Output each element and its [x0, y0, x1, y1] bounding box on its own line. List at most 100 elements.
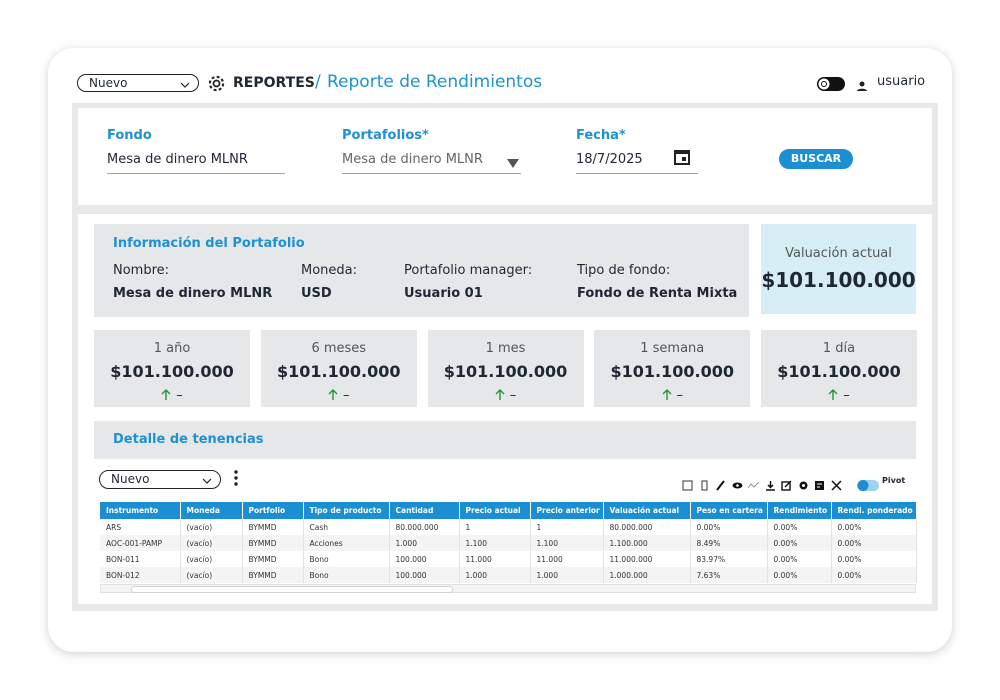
grid-view-select[interactable]: Nuevo: [99, 470, 221, 489]
table-cell: BYMMD: [242, 535, 304, 551]
toolbar-icon[interactable]: [814, 476, 825, 495]
chevron: [202, 474, 212, 490]
toolbar-icon[interactable]: [699, 476, 710, 495]
column-header[interactable]: Precio anterior: [530, 502, 604, 519]
filter-panel: Fondo Mesa de dinero MLNR Portafolios* Mesa…: [78, 108, 932, 205]
up-arrow-icon: [328, 388, 343, 403]
up-arrow-icon: [161, 388, 176, 403]
column-header[interactable]: Rendi. ponderado: [831, 502, 917, 519]
column-header[interactable]: Moneda: [180, 502, 243, 519]
period-card: 1 año $101.100.000 –: [94, 330, 250, 407]
table-cell: 80.000.000: [603, 519, 691, 535]
page-title: Reporte de Rendimientos: [327, 72, 543, 92]
column-header[interactable]: Valuación actual: [603, 502, 691, 519]
filter-input[interactable]: Mesa de dinero MLNR: [342, 152, 521, 174]
header-row: Instrumento Moneda Portfolio Tipo de produc…: [100, 502, 917, 519]
period-change: –: [594, 388, 750, 403]
toolbar-icon[interactable]: [747, 476, 760, 495]
period-change-value: –: [676, 388, 684, 403]
column-header[interactable]: Precio actual: [459, 502, 531, 519]
table-cell: 1.000: [459, 567, 531, 583]
table-cell: 100.000: [389, 551, 460, 567]
table-cell: 0.00%: [831, 535, 917, 551]
info-value: USD: [301, 286, 332, 301]
filter-label: Fecha*: [576, 128, 626, 143]
table-cell: 1.000.000: [603, 567, 691, 583]
toolbar-icon[interactable]: [830, 476, 842, 495]
toolbar-icon[interactable]: [765, 476, 776, 495]
table-cell: BON-012: [100, 567, 181, 583]
settings-icon[interactable]: [207, 74, 226, 97]
period-card: 1 semana $101.100.000 –: [594, 330, 751, 407]
toolbar-icon[interactable]: [682, 476, 693, 495]
table-row: ARS (vacío) BYMMD Cash 80.000.000 1 1 80.000.00…: [100, 519, 917, 535]
dropdown-arrow: [507, 157, 519, 172]
column-header[interactable]: Rendimiento: [767, 502, 832, 519]
table-cell: 0.00%: [767, 535, 832, 551]
period-label: 1 día: [822, 341, 856, 356]
theme-toggle[interactable]: [817, 76, 845, 95]
user-icon: [857, 77, 867, 96]
table-cell: Bono: [303, 567, 390, 583]
holdings-table: Instrumento Moneda Portfolio Tipo de produc…: [100, 502, 917, 583]
filter-label: Portafolios*: [342, 128, 429, 143]
chevron: [180, 78, 190, 94]
grid-view-select-text: Nuevo: [111, 472, 150, 486]
user-name[interactable]: usuario: [877, 74, 926, 89]
table-cell: 8.49%: [690, 535, 768, 551]
table-cell: (vacío): [180, 567, 243, 583]
period-card: 6 meses $101.100.000 –: [260, 330, 417, 407]
search-button[interactable]: BUSCAR: [779, 149, 853, 169]
table-cell: ARS: [100, 519, 181, 535]
table-cell: 11.000: [459, 551, 531, 567]
pivot-label: Pivot: [882, 476, 906, 485]
filter-input[interactable]: Mesa de dinero MLNR: [107, 152, 285, 174]
main-panel: Información del Portafolio Nombre: Mesa de…: [78, 214, 932, 604]
more-menu[interactable]: [234, 469, 238, 491]
holdings-bar: Detalle de tenencias: [94, 421, 916, 459]
view-select-text: Nuevo: [89, 76, 128, 90]
calendar-icon[interactable]: [674, 149, 690, 169]
breadcrumb-section[interactable]: REPORTES: [233, 75, 315, 91]
pivot-toggle[interactable]: [857, 476, 879, 495]
info-label: Moneda:: [301, 263, 358, 278]
table-cell: 1: [459, 519, 531, 535]
scroll-thumb[interactable]: [131, 586, 453, 593]
period-change-value: –: [343, 388, 350, 403]
valuation-value: $101.100.000: [761, 268, 916, 292]
column-header[interactable]: Cantidad: [389, 502, 460, 519]
period-value: $101.100.000: [443, 362, 568, 381]
table-cell: Bono: [303, 551, 390, 567]
table-cell: 0.00%: [831, 551, 917, 567]
table-cell: BYMMD: [242, 567, 304, 583]
table-cell: (vacío): [180, 551, 243, 567]
table-cell: BYMMD: [242, 551, 304, 567]
view-select[interactable]: Nuevo: [77, 74, 199, 92]
breadcrumb-separator: /: [315, 72, 321, 92]
toolbar-icon[interactable]: [732, 476, 743, 495]
toolbar-icon[interactable]: [798, 476, 809, 495]
table-cell: 1.100.000: [603, 535, 691, 551]
filter-input[interactable]: 18/7/2025: [576, 149, 698, 174]
table-body: ARS (vacío) BYMMD Cash 80.000.000 1 1 80.000.00…: [100, 519, 917, 583]
period-change-value: –: [843, 388, 850, 403]
valuation-card: Valuación actual $101.100.000: [761, 224, 916, 314]
table-row: AOC-001-PAMP (vacío) BYMMD Acciones 1.000 1.1…: [100, 535, 917, 551]
column-header[interactable]: Peso en cartera: [690, 502, 768, 519]
table-cell: 83.97%: [690, 551, 768, 567]
column-header[interactable]: Instrumento: [100, 502, 181, 519]
period-card: 1 día $101.100.000 –: [761, 330, 917, 407]
period-change: –: [761, 388, 917, 403]
horizontal-scrollbar[interactable]: [100, 584, 916, 593]
column-header[interactable]: Tipo de producto: [303, 502, 390, 519]
period-value: $101.100.000: [777, 362, 901, 381]
table-cell: 80.000.000: [389, 519, 460, 535]
toolbar-icon[interactable]: [715, 476, 726, 495]
period-change: –: [261, 388, 417, 403]
table-cell: 7.63%: [690, 567, 768, 583]
column-header[interactable]: Portfolio: [242, 502, 304, 519]
period-change-value: –: [176, 388, 183, 403]
toolbar-icon[interactable]: [781, 476, 792, 495]
